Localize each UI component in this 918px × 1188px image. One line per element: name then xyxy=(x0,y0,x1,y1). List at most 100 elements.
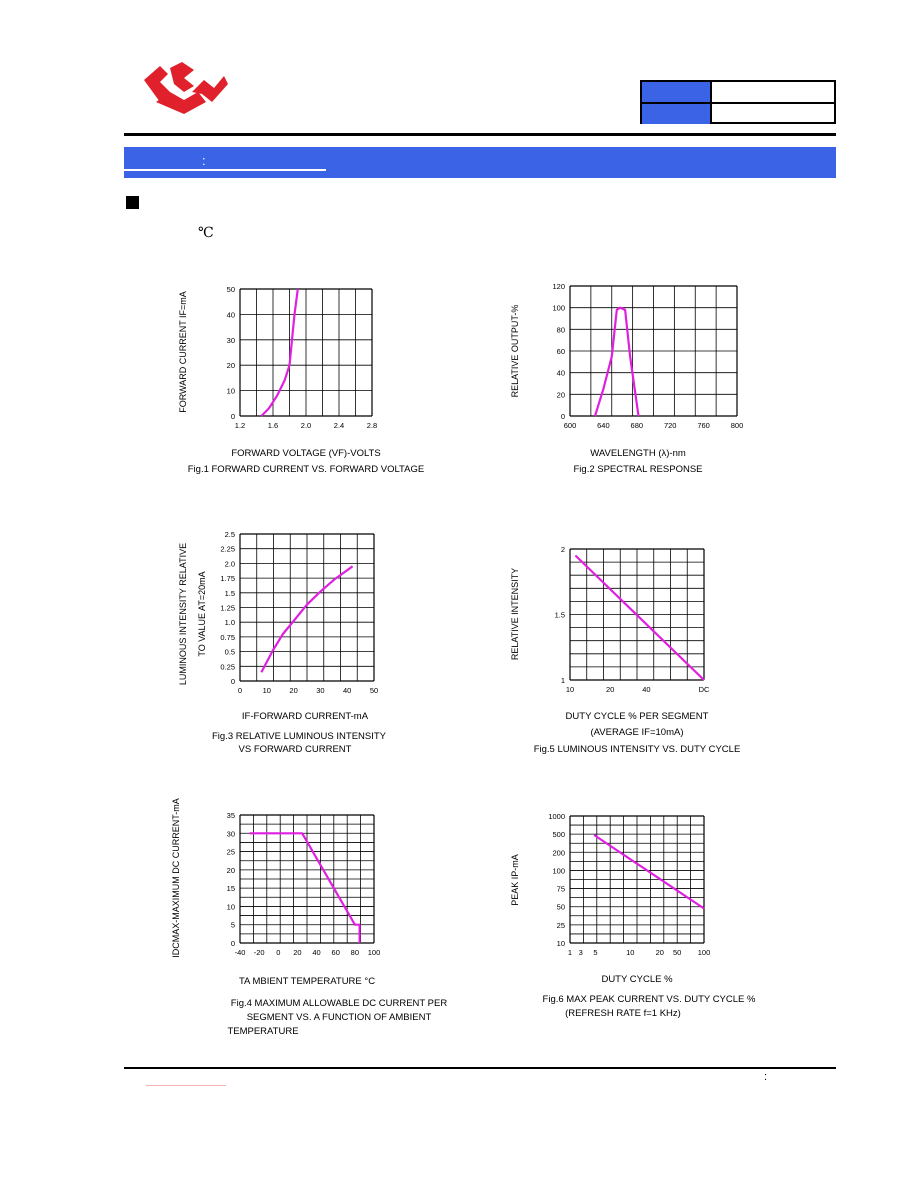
footer-red-line xyxy=(146,1085,226,1086)
chart-fig3: 0 10 20 30 40 50 0 0.25 0.5 0.75 1.0 1.25 1.5 1.75 2.0… xyxy=(178,530,387,755)
y-tick-label: 15 xyxy=(227,884,235,893)
figure-caption: Fig.4 MAXIMUM ALLOWABLE DC CURRENT PER xyxy=(231,998,448,1009)
y-tick-label: 1.0 xyxy=(225,618,235,627)
x-axis-label-line2: (AVERAGE IF=10mA) xyxy=(590,727,683,738)
x-tick-label: 100 xyxy=(368,948,381,957)
x-tick-label: 640 xyxy=(597,421,610,430)
x-tick-label: 20 xyxy=(289,686,297,695)
figure-caption: Fig.5 LUMINOUS INTENSITY VS. DUTY CYCLE xyxy=(534,744,741,755)
bullet-square-icon xyxy=(126,196,139,209)
y-axis-label: RELATIVE OUTPUT-% xyxy=(510,305,520,398)
section-title-bar: : xyxy=(124,147,836,178)
x-tick-label: 20 xyxy=(606,685,614,694)
data-curve xyxy=(593,834,705,910)
y-tick-label: 1.5 xyxy=(555,611,565,620)
figure-caption-line2: VS FORWARD CURRENT xyxy=(239,744,352,755)
y-tick-label: 80 xyxy=(557,325,565,334)
y-tick-label: 50 xyxy=(557,903,565,912)
x-tick-label: 10 xyxy=(626,948,634,957)
y-tick-label: 20 xyxy=(557,390,565,399)
section-title-colon: : xyxy=(202,153,206,168)
figure-caption: Fig.2 SPECTRAL RESPONSE xyxy=(574,464,703,475)
y-tick-label: 120 xyxy=(552,282,565,291)
header-info-table xyxy=(640,80,836,124)
data-curve xyxy=(260,288,299,417)
x-tick-label: 100 xyxy=(698,948,711,957)
x-tick-label: 2.4 xyxy=(334,421,344,430)
y-axis-label: FORWARD CURRENT IF=mA xyxy=(178,291,188,413)
y-tick-label: 2.0 xyxy=(225,559,235,568)
y-tick-label: 20 xyxy=(227,361,235,370)
chart-fig2: 600 640 680 720 760 800 0 20 40 60 80 100 120 RELATIV… xyxy=(510,282,743,475)
x-tick-label: 600 xyxy=(564,421,577,430)
section-title-underline xyxy=(124,169,326,171)
x-tick-label: 50 xyxy=(673,948,681,957)
y-tick-label: 25 xyxy=(227,848,235,857)
y-tick-label: 10 xyxy=(227,902,235,911)
figure-caption-line2: (REFRESH RATE f=1 KHz) xyxy=(565,1008,681,1019)
data-curve xyxy=(593,306,640,417)
x-tick-label: 5 xyxy=(593,948,597,957)
y-tick-label: 60 xyxy=(557,347,565,356)
temperature-unit: ℃ xyxy=(198,225,214,241)
x-tick-label: 0 xyxy=(238,686,242,695)
y-tick-label: 5 xyxy=(231,921,235,930)
x-tick-label: 30 xyxy=(316,686,324,695)
x-tick-label: 1.6 xyxy=(268,421,278,430)
y-tick-label: 2.25 xyxy=(220,545,235,554)
header-info-label-cell xyxy=(642,104,710,124)
footer-colon: : xyxy=(764,1071,768,1083)
data-curve xyxy=(249,832,361,943)
x-tick-label: 720 xyxy=(664,421,677,430)
y-tick-label: 100 xyxy=(552,304,565,313)
y-tick-label: 1 xyxy=(561,676,565,685)
y-tick-label: 0 xyxy=(561,412,565,421)
x-tick-label: 1 xyxy=(568,948,572,957)
y-tick-label: 0.25 xyxy=(220,662,235,671)
x-tick-label: 50 xyxy=(370,686,378,695)
y-axis-label: IDCMAX-MAXIMUM DC CURRENT-mA xyxy=(171,798,181,958)
y-tick-label: 200 xyxy=(552,848,565,857)
x-tick-label: 800 xyxy=(731,421,744,430)
y-tick-label: 2 xyxy=(561,545,565,554)
x-tick-label: 760 xyxy=(697,421,710,430)
y-tick-label: 30 xyxy=(227,829,235,838)
company-logo-icon xyxy=(144,62,228,114)
x-tick-label: 20 xyxy=(656,948,664,957)
x-tick-label: -40 xyxy=(235,948,246,957)
y-tick-label: 30 xyxy=(227,336,235,345)
x-tick-label: 60 xyxy=(332,948,340,957)
y-tick-label: 75 xyxy=(557,885,565,894)
x-tick-label: 20 xyxy=(293,948,301,957)
y-tick-label: 1.5 xyxy=(225,589,235,598)
y-tick-label: 25 xyxy=(557,921,565,930)
x-tick-label: -20 xyxy=(254,948,265,957)
x-tick-label: 10 xyxy=(263,686,271,695)
figure-caption: Fig.6 MAX PEAK CURRENT VS. DUTY CYCLE % xyxy=(543,994,756,1005)
y-tick-label: 0 xyxy=(231,412,235,421)
y-tick-label: 1.25 xyxy=(220,604,235,613)
x-tick-label: 680 xyxy=(631,421,644,430)
y-tick-label: 1000 xyxy=(548,812,565,821)
figure-caption-line2: SEGMENT VS. A FUNCTION OF AMBIENT xyxy=(247,1012,432,1023)
y-axis-label: RELATIVE INTENSITY xyxy=(510,568,520,660)
header-rule xyxy=(124,133,836,136)
x-axis-label: WAVELENGTH (λ)-nm xyxy=(590,448,686,459)
y-tick-label: 500 xyxy=(552,830,565,839)
x-tick-label: 40 xyxy=(642,685,650,694)
figure-caption: Fig.3 RELATIVE LUMINOUS INTENSITY xyxy=(212,731,387,742)
y-tick-label: 0 xyxy=(231,939,235,948)
y-tick-label: 100 xyxy=(552,866,565,875)
figure-caption: Fig.1 FORWARD CURRENT VS. FORWARD VOLTAG… xyxy=(188,464,424,475)
y-tick-label: 20 xyxy=(227,866,235,875)
x-tick-label: 2.8 xyxy=(367,421,377,430)
x-tick-label: 1.2 xyxy=(235,421,245,430)
x-axis-label: FORWARD VOLTAGE (VF)-VOLTS xyxy=(231,448,380,459)
y-tick-label: 10 xyxy=(227,387,235,396)
x-axis-label: TA MBIENT TEMPERATURE °C xyxy=(239,976,375,987)
y-axis-label: LUMINOUS INTENSITY RELATIVE xyxy=(178,543,188,685)
x-tick-label: 10 xyxy=(566,685,574,694)
y-tick-label: 40 xyxy=(557,369,565,378)
x-tick-label: 2.0 xyxy=(301,421,311,430)
